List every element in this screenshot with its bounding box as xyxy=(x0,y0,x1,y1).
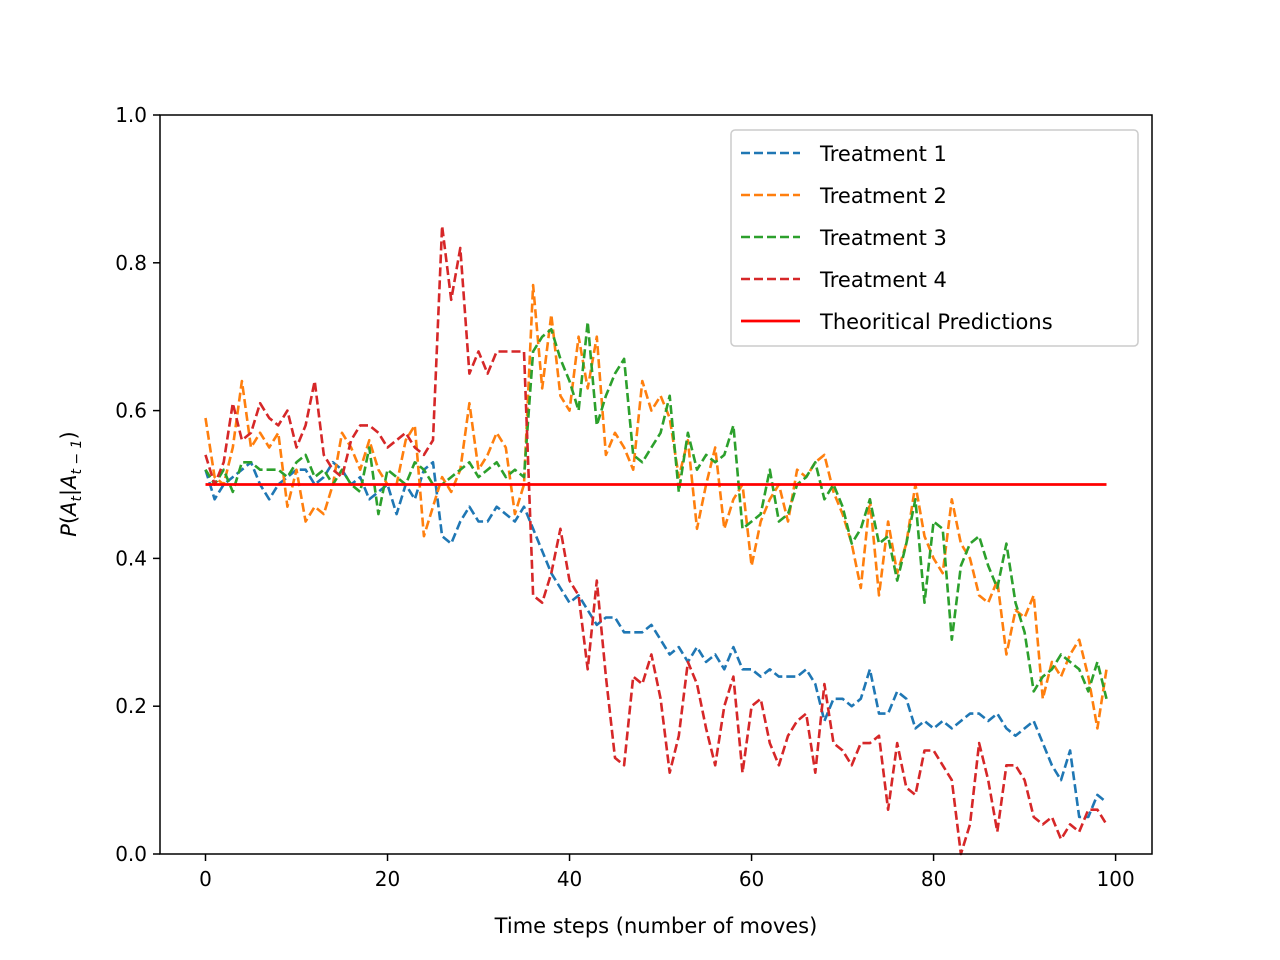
x-tick-label: 80 xyxy=(921,867,946,891)
series-line-4 xyxy=(204,224,1108,856)
y-tick-label: 0.2 xyxy=(115,694,147,718)
legend-label: Theoritical Predictions xyxy=(819,310,1053,334)
y-tick-label: 0.4 xyxy=(115,546,147,570)
series-line-1 xyxy=(204,460,1108,819)
x-axis: 0 20 40 60 80 100 xyxy=(199,854,1135,891)
y-axis-title: P(At|At − 1) xyxy=(57,431,85,536)
y-tick-label: 1.0 xyxy=(115,103,147,127)
series-layer xyxy=(204,224,1108,856)
y-tick-label: 0.8 xyxy=(115,251,147,275)
y-tick-label: 0.6 xyxy=(115,399,147,423)
series-line-3 xyxy=(204,320,1108,700)
plot-frame xyxy=(159,114,1153,855)
legend-box xyxy=(730,129,1139,347)
y-tick-label: 0.0 xyxy=(115,842,147,866)
series-line-2 xyxy=(204,283,1108,730)
legend-label: Treatment 3 xyxy=(819,226,947,250)
legend: Treatment 1 Treatment 2 Treatment 3 Treatme… xyxy=(730,129,1139,347)
x-tick-label: 60 xyxy=(739,867,764,891)
x-tick-label: 20 xyxy=(375,867,400,891)
y-axis: 0.0 0.2 0.4 0.6 0.8 1.0 xyxy=(115,103,160,866)
legend-label: Treatment 4 xyxy=(819,268,947,292)
x-axis-title: Time steps (number of moves) xyxy=(494,914,818,938)
legend-label: Treatment 1 xyxy=(819,142,947,166)
x-tick-label: 40 xyxy=(557,867,582,891)
x-tick-label: 0 xyxy=(199,867,212,891)
legend-label: Treatment 2 xyxy=(819,184,947,208)
x-tick-label: 100 xyxy=(1097,867,1135,891)
